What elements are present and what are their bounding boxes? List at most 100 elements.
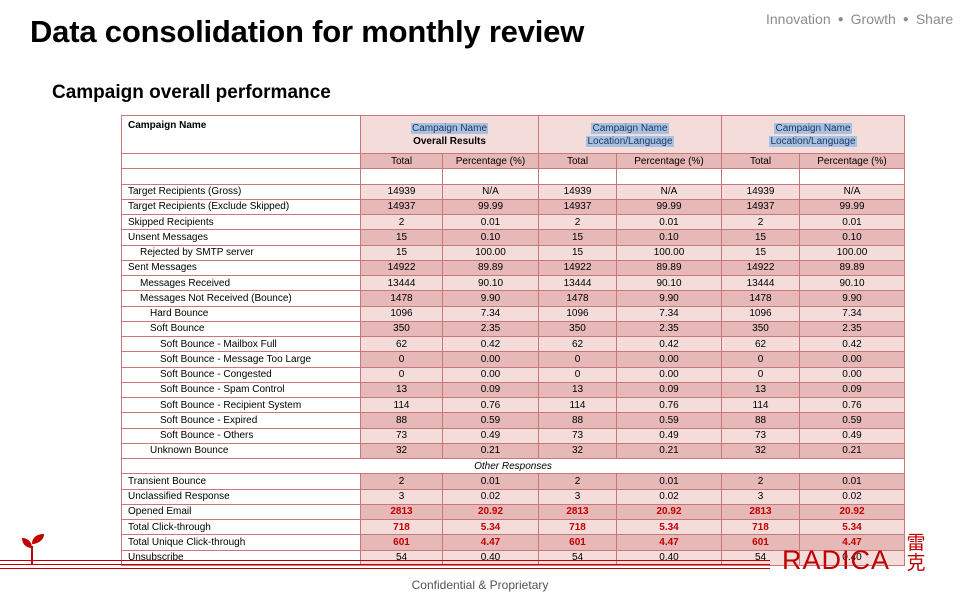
cell-total: 1478	[360, 290, 443, 307]
footer-rule	[0, 564, 770, 565]
cell-percentage	[616, 168, 722, 185]
cell-total: 14937	[721, 198, 800, 216]
campaign-header-overall[interactable]: Campaign Name Overall Results	[360, 115, 539, 154]
cell-percentage: 0.42	[442, 335, 539, 353]
row-label: Target Recipients (Exclude Skipped)	[121, 198, 361, 216]
cell-total: 15	[721, 244, 800, 261]
cell-percentage: 20.92	[616, 503, 722, 521]
cell-total: 1096	[721, 305, 800, 322]
cell-total: 73	[538, 427, 617, 444]
row-label: Soft Bounce - Congested	[121, 366, 361, 383]
cell-total: 13	[360, 381, 443, 399]
cell-percentage: 0.01	[616, 473, 722, 490]
cell-percentage: 90.10	[442, 274, 539, 292]
cell-total	[538, 168, 617, 185]
cell-percentage: 0.21	[616, 442, 722, 460]
cell-percentage: 2.35	[616, 320, 722, 338]
cell-percentage: 0.76	[442, 396, 539, 414]
cell-percentage: 0.10	[799, 229, 905, 246]
cell-total: 2813	[360, 503, 443, 521]
cell-total: 2	[360, 213, 443, 231]
cell-total: 32	[538, 442, 617, 460]
cell-total: 2	[538, 213, 617, 231]
cell-percentage: 0.02	[442, 488, 539, 505]
cell-percentage: 0.00	[442, 351, 539, 368]
cell-total: 718	[360, 518, 443, 536]
cell-percentage: 0.21	[442, 442, 539, 460]
table-row: Skipped Recipients 2 0.01 2 0.01 2 0.01	[121, 213, 905, 231]
cell-percentage: 20.92	[799, 503, 905, 521]
table-row: Messages Received 13444 90.10 13444 90.10 134…	[121, 274, 905, 292]
cell-percentage: 0.01	[799, 473, 905, 490]
cell-total: 0	[721, 366, 800, 383]
campaign-header-location-2[interactable]: Campaign Name Location/Language	[721, 115, 905, 154]
cell-percentage	[799, 168, 905, 185]
cell-total: 601	[360, 534, 443, 551]
footer-confidential: Confidential & Proprietary	[0, 578, 960, 592]
cell-percentage: 0.21	[799, 442, 905, 460]
table-row: Total Click-through 718 5.34 718 5.34 718 5.34	[121, 518, 905, 536]
cell-total: 2	[538, 473, 617, 490]
cell-total: 54	[360, 549, 443, 566]
radica-logo-cjk: 雷克	[906, 533, 926, 574]
row-label: Soft Bounce - Others	[121, 427, 361, 444]
table-row: Soft Bounce - Congested 0 0.00 0 0.00 0 0.00	[121, 366, 905, 383]
cell-percentage: 0.42	[799, 335, 905, 353]
cell-total: 14939	[538, 183, 617, 200]
cell-percentage: 0.09	[442, 381, 539, 399]
cell-percentage: 2.35	[799, 320, 905, 338]
table-row: Unsent Messages 15 0.10 15 0.10 15 0.10	[121, 229, 905, 246]
row-label: Total Click-through	[121, 518, 361, 536]
cell-percentage: 0.59	[799, 412, 905, 429]
tagline-growth: Growth	[850, 11, 896, 27]
row-label	[121, 168, 361, 185]
section-label: Other Responses	[121, 457, 905, 475]
cell-total: 0	[538, 351, 617, 368]
cell-total: 2813	[538, 503, 617, 521]
campaign-performance-table: Campaign Name Campaign Name Overall Resu…	[121, 115, 905, 566]
table-row: Messages Not Received (Bounce) 1478 9.90 14…	[121, 290, 905, 307]
cell-percentage: 0.49	[616, 427, 722, 444]
cell-percentage: 0.01	[799, 213, 905, 231]
cell-total: 13444	[538, 274, 617, 292]
subheader-percentage: Percentage (%)	[799, 152, 905, 170]
table-row: Soft Bounce - Spam Control 13 0.09 13 0.09 13…	[121, 381, 905, 399]
cell-total: 114	[721, 396, 800, 414]
cell-total	[721, 168, 800, 185]
table-row: Soft Bounce - Others 73 0.49 73 0.49 73 0.49	[121, 427, 905, 444]
cell-total: 1478	[721, 290, 800, 307]
cell-total: 2	[721, 213, 800, 231]
footer-rule	[0, 560, 770, 561]
cell-total: 350	[721, 320, 800, 338]
table-row: Soft Bounce - Expired 88 0.59 88 0.59 88 0.59	[121, 412, 905, 429]
campaign-subtitle: Location/Language	[586, 135, 674, 147]
cell-total: 2	[360, 473, 443, 490]
row-label: Soft Bounce - Message Too Large	[121, 351, 361, 368]
cell-percentage: 0.40	[799, 549, 905, 566]
cell-percentage: 0.00	[616, 366, 722, 383]
cell-total: 601	[721, 534, 800, 551]
cell-total: 54	[721, 549, 800, 566]
cell-total: 15	[538, 229, 617, 246]
cell-percentage: 4.47	[616, 534, 722, 551]
cell-total: 718	[721, 518, 800, 536]
table-row: Soft Bounce - Recipient System 114 0.76 114…	[121, 396, 905, 414]
cell-total: 13	[721, 381, 800, 399]
cell-total: 0	[538, 366, 617, 383]
row-label: Total Unique Click-through	[121, 534, 361, 551]
tagline-separator: ●	[902, 14, 909, 25]
cell-total: 15	[360, 244, 443, 261]
row-label: Messages Received	[121, 274, 361, 292]
cell-percentage: 9.90	[442, 290, 539, 307]
cell-total: 601	[538, 534, 617, 551]
campaign-header-location-1[interactable]: Campaign Name Location/Language	[538, 115, 722, 154]
cell-total: 114	[538, 396, 617, 414]
cell-total: 0	[721, 351, 800, 368]
corner-label: Campaign Name	[121, 115, 361, 154]
cell-percentage: 5.34	[616, 518, 722, 536]
cell-percentage: 0.49	[799, 427, 905, 444]
cell-total: 62	[721, 335, 800, 353]
cell-total: 14937	[538, 198, 617, 216]
table-row: Unclassified Response 3 0.02 3 0.02 3 0.02	[121, 488, 905, 505]
table-row: Other Responses	[121, 457, 905, 475]
